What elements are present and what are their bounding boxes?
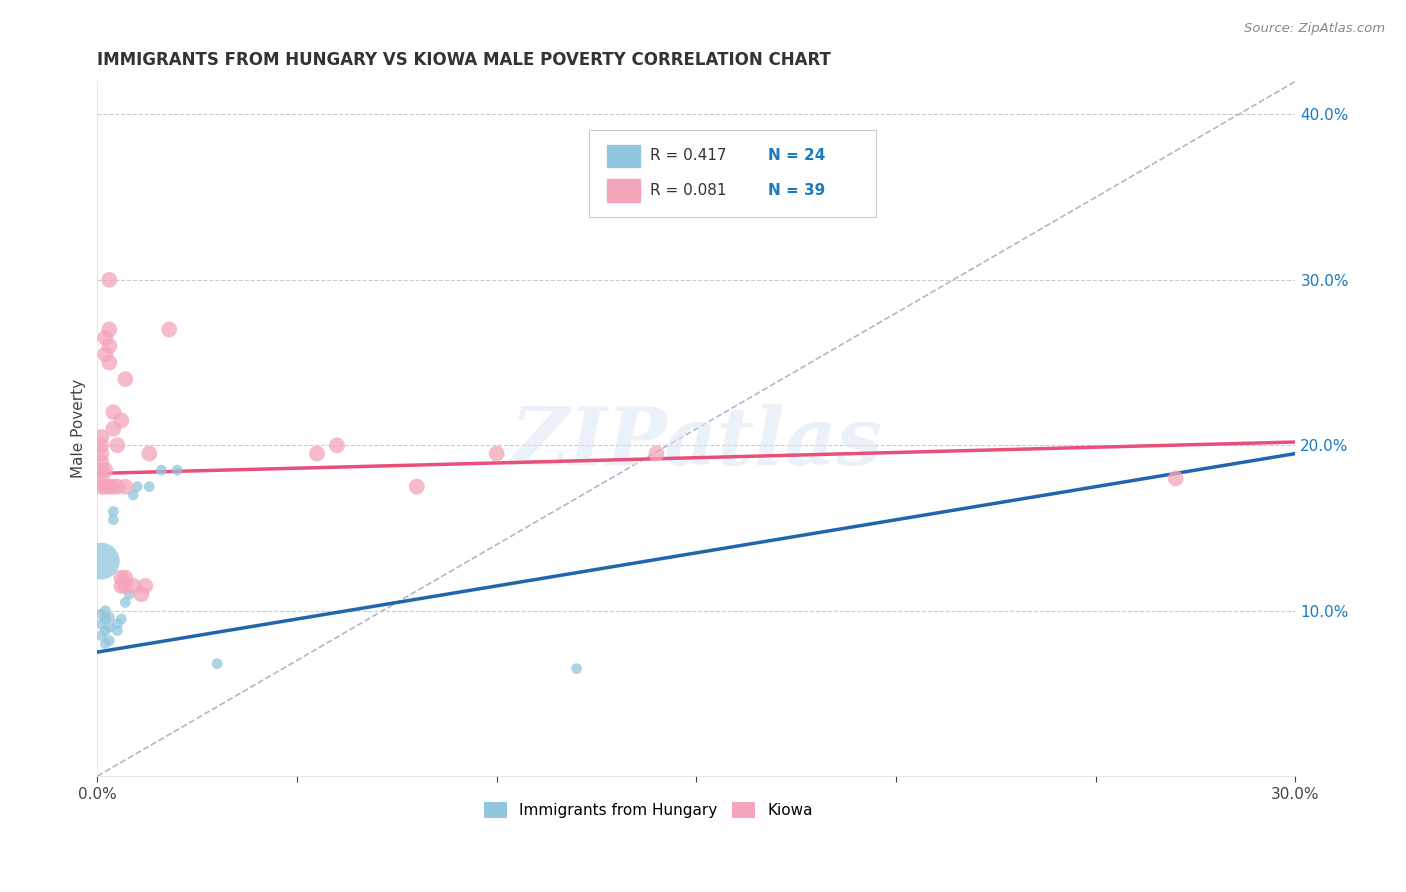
Point xyxy=(103,480,125,494)
Point xyxy=(94,604,117,618)
Point xyxy=(103,504,125,518)
Point xyxy=(94,331,117,345)
Point xyxy=(98,322,121,336)
Point xyxy=(90,629,112,643)
Point xyxy=(129,587,152,601)
Point xyxy=(90,463,112,477)
Point xyxy=(103,422,125,436)
Point xyxy=(110,413,132,427)
Point xyxy=(90,438,112,452)
Point xyxy=(90,446,112,460)
Point xyxy=(94,612,117,626)
Point xyxy=(94,463,117,477)
Point xyxy=(150,463,173,477)
FancyBboxPatch shape xyxy=(606,145,640,167)
Point xyxy=(485,446,508,460)
Point xyxy=(118,587,141,601)
Legend: Immigrants from Hungary, Kiowa: Immigrants from Hungary, Kiowa xyxy=(478,796,820,824)
Point xyxy=(98,273,121,287)
Point xyxy=(114,579,136,593)
Point xyxy=(405,480,427,494)
Point xyxy=(110,579,132,593)
Point xyxy=(103,513,125,527)
Point xyxy=(326,438,349,452)
Point xyxy=(114,372,136,386)
Point xyxy=(98,620,121,634)
FancyBboxPatch shape xyxy=(606,179,640,202)
Text: R = 0.417: R = 0.417 xyxy=(650,148,725,163)
Text: IMMIGRANTS FROM HUNGARY VS KIOWA MALE POVERTY CORRELATION CHART: IMMIGRANTS FROM HUNGARY VS KIOWA MALE PO… xyxy=(97,51,831,69)
Point xyxy=(90,554,112,568)
Point xyxy=(138,480,160,494)
Text: N = 39: N = 39 xyxy=(768,183,825,198)
Point xyxy=(114,480,136,494)
Point xyxy=(98,339,121,353)
Point xyxy=(122,579,145,593)
Point xyxy=(98,633,121,648)
Point xyxy=(98,480,121,494)
Point xyxy=(305,446,328,460)
Point xyxy=(90,607,112,621)
Point xyxy=(98,355,121,369)
Point xyxy=(103,405,125,419)
Point xyxy=(110,571,132,585)
Point xyxy=(134,579,156,593)
Point xyxy=(114,571,136,585)
Point xyxy=(94,637,117,651)
Point xyxy=(105,617,128,632)
Text: R = 0.081: R = 0.081 xyxy=(650,183,725,198)
Point xyxy=(90,471,112,485)
Point xyxy=(90,617,112,632)
Point xyxy=(98,610,121,624)
Point xyxy=(94,480,117,494)
Point xyxy=(105,438,128,452)
Point xyxy=(166,463,188,477)
Text: Source: ZipAtlas.com: Source: ZipAtlas.com xyxy=(1244,22,1385,36)
Text: N = 24: N = 24 xyxy=(768,148,825,163)
Point xyxy=(90,480,112,494)
Point xyxy=(127,480,149,494)
Point xyxy=(105,480,128,494)
Point xyxy=(1164,471,1187,485)
Point xyxy=(105,624,128,638)
Y-axis label: Male Poverty: Male Poverty xyxy=(72,379,86,478)
Point xyxy=(90,455,112,469)
Point xyxy=(138,446,160,460)
Point xyxy=(114,595,136,609)
FancyBboxPatch shape xyxy=(589,130,876,217)
Point xyxy=(122,488,145,502)
Point xyxy=(645,446,668,460)
Point xyxy=(110,612,132,626)
Point xyxy=(90,430,112,444)
Point xyxy=(565,662,588,676)
Point xyxy=(205,657,228,671)
Point xyxy=(94,624,117,638)
Text: ZIPatlas: ZIPatlas xyxy=(510,404,883,482)
Point xyxy=(157,322,180,336)
Point xyxy=(94,347,117,361)
